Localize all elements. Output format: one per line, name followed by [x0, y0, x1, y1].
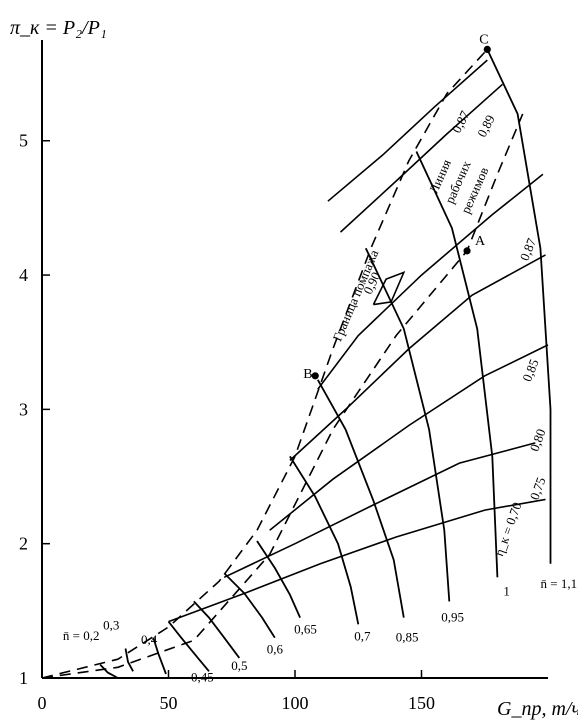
speed-label-0: n̄ = 0,2: [63, 628, 100, 643]
efficiency-line-7: [168, 498, 546, 623]
efficiency-line-3: [317, 173, 544, 390]
speed-label-3: 0,45: [191, 669, 214, 684]
y-tick-label-4: 5: [19, 131, 28, 151]
point-label-c: C: [479, 32, 488, 47]
curves-layer: [41, 45, 552, 679]
speed-line-8: [317, 379, 405, 618]
efficiency-label-5: 0,80: [527, 427, 549, 454]
efficiency-line-0: [327, 59, 488, 202]
speed-label-1: 0,3: [103, 617, 119, 632]
efficiency-label-3: 0,87: [517, 236, 540, 263]
speed-label-11: n̄ = 1,1: [541, 576, 578, 591]
speed-label-4: 0,5: [231, 658, 247, 673]
speed-label-5: 0,6: [267, 642, 284, 657]
point-marker-c: [483, 45, 491, 54]
x-tick-label-1: 50: [160, 693, 178, 713]
efficiency-label-4: 0,85: [519, 357, 541, 384]
speed-line-10: [415, 151, 499, 578]
labels-layer: n̄ = 0,20,3 0,4 0,45 0,5 0,6 0,65 0,7 0,85 0,95 1…: [63, 32, 577, 684]
operating-line: [41, 113, 524, 679]
speed-line-5: [223, 572, 276, 639]
ticks-layer: 0 50 100 150 1 2 3 4 5: [19, 131, 435, 713]
point-marker-a: [463, 247, 471, 255]
y-tick-label-2: 3: [19, 399, 28, 419]
speed-label-8: 0,85: [396, 630, 419, 645]
efficiency-label-1: 0,89: [474, 112, 498, 139]
efficiency-line-5: [269, 344, 549, 531]
y-tick-label-3: 4: [19, 265, 28, 285]
speed-line-1: [124, 648, 134, 672]
point-label-b: B: [303, 367, 312, 382]
efficiency-line-2: [372, 270, 406, 306]
speed-label-2: 0,4: [141, 632, 158, 647]
efficiency-label-6: 0,75: [527, 475, 549, 502]
speed-label-6: 0,65: [294, 622, 317, 637]
x-tick-label-0: 0: [38, 693, 47, 713]
x-tick-label-2: 100: [282, 693, 309, 713]
efficiency-line-1: [339, 83, 504, 233]
speed-label-7: 0,7: [354, 628, 371, 643]
speed-line-9: [364, 247, 451, 602]
speed-line-2: [152, 637, 167, 675]
speed-line-11: [486, 49, 552, 564]
point-marker-b: [311, 372, 319, 380]
y-axis-label: π_к = P₂/P₁: [10, 17, 107, 39]
speed-label-10: 1: [503, 583, 510, 598]
efficiency-label-0: 0,87: [449, 108, 473, 136]
point-label-a: A: [475, 234, 486, 249]
speed-line-3: [167, 621, 210, 672]
y-tick-label-1: 2: [19, 534, 28, 554]
speed-line-0: [99, 663, 119, 679]
efficiency-line-6: [223, 442, 536, 579]
surge-line: [41, 48, 488, 679]
y-tick-label-0: 1: [19, 668, 28, 688]
x-tick-label-3: 150: [408, 693, 435, 713]
speed-line-7: [289, 455, 360, 625]
x-axis-label: G_пр, т/ч: [497, 698, 578, 720]
speed-line-6: [256, 540, 301, 618]
efficiency-line-4: [289, 254, 546, 461]
speed-label-9: 0,95: [441, 609, 464, 624]
